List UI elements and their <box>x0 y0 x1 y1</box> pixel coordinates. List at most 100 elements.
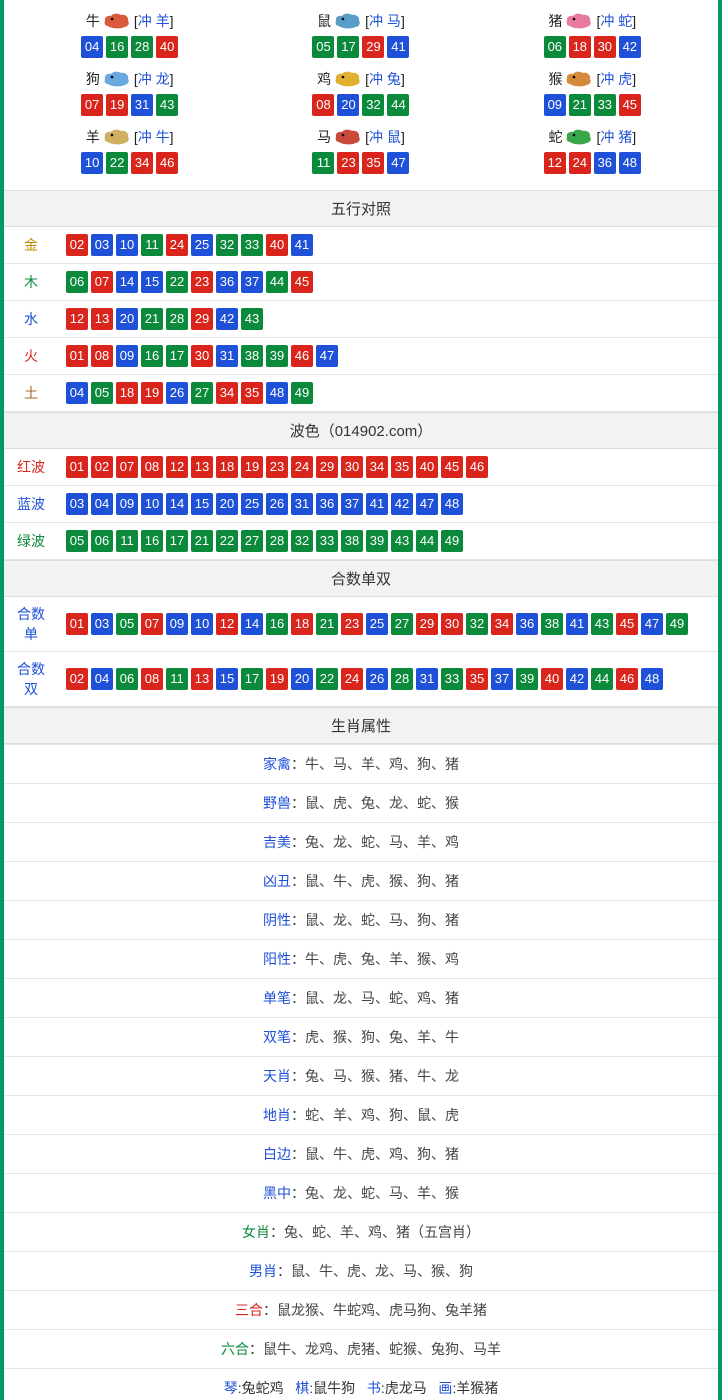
number-chip: 22 <box>106 152 128 174</box>
number-chip: 44 <box>266 271 288 293</box>
attr-value: 蛇、羊、鸡、狗、鼠、虎 <box>305 1107 459 1123</box>
number-chip: 34 <box>131 152 153 174</box>
bottom-row: 琴:兔蛇鸡 棋:鼠牛狗 书:虎龙马 画:羊猴猪 <box>4 1369 718 1400</box>
attr-key: 野兽 <box>263 795 291 811</box>
number-chip: 32 <box>216 234 238 256</box>
row-numbers: 0204060811131517192022242628313335373940… <box>58 652 718 707</box>
number-chip: 34 <box>216 382 238 404</box>
number-chip: 43 <box>156 94 178 116</box>
number-chip: 10 <box>141 493 163 515</box>
number-chip: 25 <box>241 493 263 515</box>
number-chip: 24 <box>341 668 363 690</box>
attr-row: 白边：鼠、牛、虎、鸡、狗、猪 <box>4 1135 718 1174</box>
wuxing-table: 金02031011242532334041木060714152223363744… <box>4 227 718 412</box>
number-chip: 31 <box>291 493 313 515</box>
number-chip: 10 <box>191 613 213 635</box>
attr-row: 六合：鼠牛、龙鸡、虎猪、蛇猴、兔狗、马羊 <box>4 1330 718 1369</box>
row-label: 火 <box>4 338 58 375</box>
attr-row: 男肖：鼠、牛、虎、龙、马、猴、狗 <box>4 1252 718 1291</box>
zodiac-conflict: [冲 马] <box>365 11 405 31</box>
zodiac-cell: 猴[冲 虎]09213345 <box>477 64 708 122</box>
number-chip: 29 <box>191 308 213 330</box>
number-chip: 29 <box>316 456 338 478</box>
number-chip: 19 <box>241 456 263 478</box>
number-chip: 28 <box>266 530 288 552</box>
number-chip: 21 <box>191 530 213 552</box>
number-chip: 16 <box>141 345 163 367</box>
attr-row: 凶丑：鼠、牛、虎、猴、狗、猪 <box>4 862 718 901</box>
number-chip: 05 <box>66 530 88 552</box>
number-chip: 02 <box>66 234 88 256</box>
number-chip: 42 <box>216 308 238 330</box>
number-chip: 38 <box>341 530 363 552</box>
zodiac-title: 猪[冲 蛇] <box>477 10 708 32</box>
number-chip: 29 <box>362 36 384 58</box>
table-row: 蓝波03040910141520252631363741424748 <box>4 486 718 523</box>
number-chip: 45 <box>616 613 638 635</box>
number-chip: 13 <box>191 668 213 690</box>
zodiac-name: 马 <box>317 127 331 147</box>
number-chip: 08 <box>141 668 163 690</box>
attr-value: 牛、虎、兔、羊、猴、鸡 <box>305 951 459 967</box>
attr-key: 单笔 <box>263 990 291 1006</box>
zodiac-cell: 马[冲 鼠]11233547 <box>245 122 476 180</box>
zodiac-conflict: [冲 羊] <box>134 11 174 31</box>
number-chip: 04 <box>91 493 113 515</box>
number-chip: 40 <box>156 36 178 58</box>
number-chip: 26 <box>166 382 188 404</box>
row-label: 水 <box>4 301 58 338</box>
zodiac-title: 蛇[冲 猪] <box>477 126 708 148</box>
zodiac-animal-icon <box>564 10 594 32</box>
row-label: 合数单 <box>4 597 58 652</box>
number-chip: 18 <box>116 382 138 404</box>
number-chip: 48 <box>619 152 641 174</box>
number-chip: 47 <box>387 152 409 174</box>
zodiac-animal-icon <box>564 126 594 148</box>
number-chip: 14 <box>241 613 263 635</box>
number-chip: 15 <box>191 493 213 515</box>
zodiac-cell: 羊[冲 牛]10223446 <box>14 122 245 180</box>
number-chip: 42 <box>619 36 641 58</box>
attr-sep: ： <box>270 1224 284 1240</box>
number-chip: 06 <box>91 530 113 552</box>
zodiac-conflict: [冲 蛇] <box>596 11 636 31</box>
number-chip: 01 <box>66 345 88 367</box>
row-label: 红波 <box>4 449 58 486</box>
zodiac-title: 马[冲 鼠] <box>245 126 476 148</box>
number-chip: 13 <box>191 456 213 478</box>
number-chip: 49 <box>441 530 463 552</box>
number-chip: 42 <box>391 493 413 515</box>
number-chip: 46 <box>466 456 488 478</box>
attr-key: 凶丑 <box>263 873 291 889</box>
attr-row: 家禽：牛、马、羊、鸡、狗、猪 <box>4 745 718 784</box>
number-chip: 14 <box>166 493 188 515</box>
number-chip: 40 <box>541 668 563 690</box>
number-chip: 35 <box>391 456 413 478</box>
row-numbers: 0103050709101214161821232527293032343638… <box>58 597 718 652</box>
attr-key: 双笔 <box>263 1029 291 1045</box>
number-chip: 06 <box>544 36 566 58</box>
attr-sep: ： <box>291 1185 305 1201</box>
attr-sep: ： <box>291 756 305 772</box>
number-chip: 12 <box>216 613 238 635</box>
zodiac-numbers: 04162840 <box>81 36 178 58</box>
section-header-heshudanshuang: 合数单双 <box>4 560 718 597</box>
number-chip: 22 <box>166 271 188 293</box>
number-chip: 33 <box>441 668 463 690</box>
number-chip: 13 <box>91 308 113 330</box>
number-chip: 30 <box>191 345 213 367</box>
number-chip: 05 <box>312 36 334 58</box>
number-chip: 32 <box>291 530 313 552</box>
attr-sep: ： <box>277 1263 291 1279</box>
number-chip: 41 <box>566 613 588 635</box>
zodiac-name: 羊 <box>86 127 100 147</box>
number-chip: 21 <box>569 94 591 116</box>
number-chip: 35 <box>466 668 488 690</box>
number-chip: 09 <box>116 493 138 515</box>
attr-value: 鼠、虎、兔、龙、蛇、猴 <box>305 795 459 811</box>
attr-value: 兔、蛇、羊、鸡、猪（五宫肖） <box>284 1224 480 1240</box>
number-chip: 44 <box>591 668 613 690</box>
number-chip: 49 <box>291 382 313 404</box>
attr-value: 兔、马、猴、猪、牛、龙 <box>305 1068 459 1084</box>
attr-value: 鼠、牛、虎、龙、马、猴、狗 <box>291 1263 473 1279</box>
